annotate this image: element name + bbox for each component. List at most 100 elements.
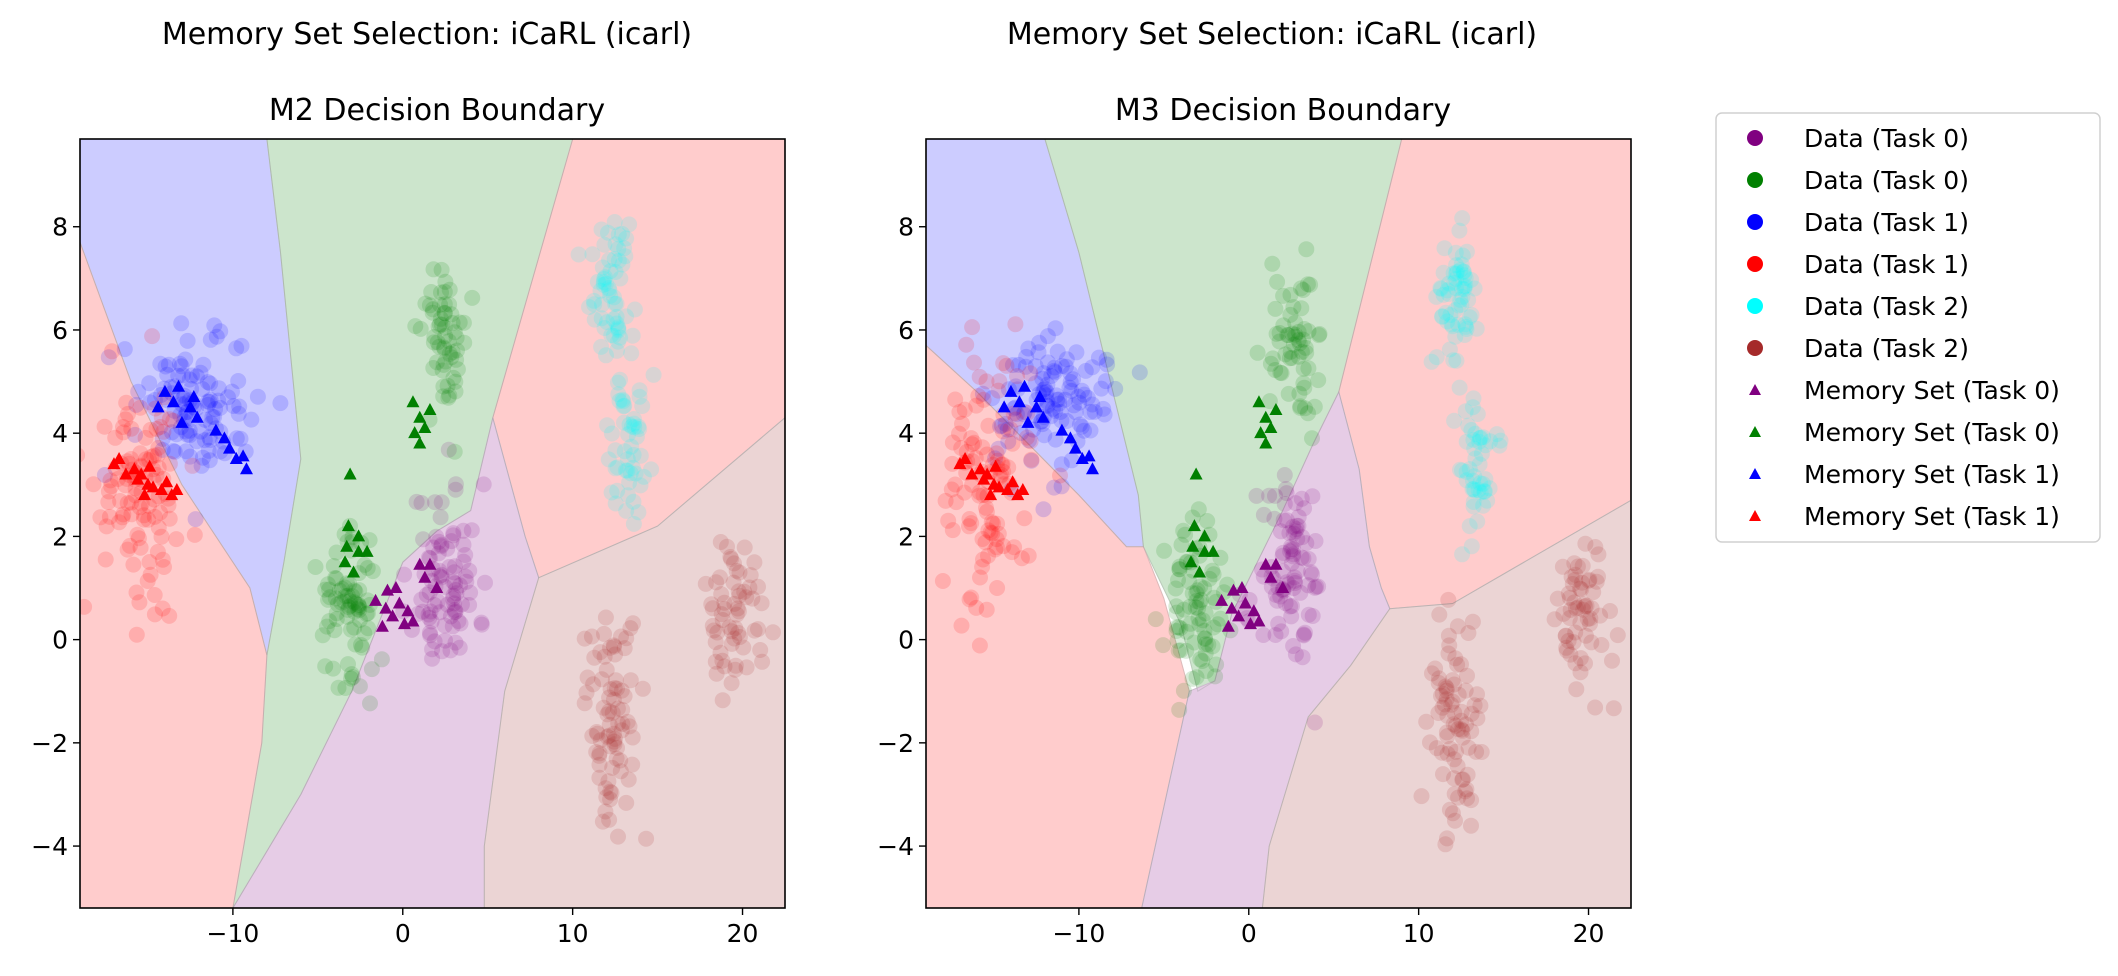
memory-point (418, 570, 432, 583)
data-point (1454, 771, 1471, 788)
data-point (1168, 598, 1185, 615)
data-point (605, 691, 622, 708)
data-point (634, 680, 651, 697)
memory-point (406, 614, 420, 627)
data-point (619, 462, 636, 479)
data-point (610, 828, 626, 845)
data-point (347, 595, 364, 612)
data-point (135, 511, 152, 528)
data-point (321, 581, 338, 598)
data-point (1447, 650, 1464, 667)
data-point (619, 713, 636, 730)
y-tick-label: 8 (52, 213, 68, 242)
data-point (426, 597, 443, 613)
data-point (714, 692, 731, 709)
data-point (1039, 354, 1056, 371)
data-point (1022, 433, 1039, 450)
data-point (1441, 637, 1458, 654)
memory-point (347, 565, 361, 578)
legend-label: Data (Task 0) (1804, 166, 1969, 195)
data-point (1005, 405, 1022, 422)
data-point (601, 811, 618, 828)
data-point (212, 399, 229, 416)
data-point (1450, 686, 1467, 703)
data-point (1446, 676, 1463, 693)
data-point (1302, 276, 1319, 293)
data-point (1582, 615, 1598, 632)
data-point (161, 455, 178, 472)
data-point (171, 355, 188, 372)
data-point (984, 390, 1001, 407)
data-point (974, 439, 991, 456)
memory-point (375, 619, 389, 632)
data-point (1428, 349, 1445, 366)
data-point (443, 349, 460, 366)
data-point (1010, 356, 1027, 373)
memory-point (222, 441, 236, 454)
data-point (1476, 483, 1493, 500)
data-point (953, 617, 970, 634)
data-point (1560, 632, 1577, 649)
data-point (612, 329, 629, 346)
data-point (314, 627, 331, 644)
data-point (638, 830, 655, 847)
data-point (1468, 743, 1485, 760)
data-point (987, 450, 1004, 467)
data-point (427, 494, 443, 511)
data-point (731, 587, 748, 604)
data-point (433, 316, 450, 333)
data-point (592, 732, 609, 749)
memory-point (172, 379, 186, 392)
data-point (623, 345, 640, 362)
data-point (1439, 745, 1456, 762)
data-point (621, 718, 638, 735)
data-point (631, 382, 648, 399)
data-point (102, 472, 119, 489)
data-point (1447, 812, 1463, 829)
memory-point (343, 467, 357, 480)
memory-point (965, 467, 979, 480)
data-point (139, 573, 156, 589)
data-point (1454, 771, 1471, 788)
data-point (1438, 680, 1455, 697)
data-point (1471, 433, 1488, 450)
memory-point (158, 384, 172, 397)
data-point (1298, 344, 1315, 361)
data-point (1277, 346, 1294, 363)
memory-point (190, 410, 204, 423)
data-point (980, 522, 997, 539)
data-point (716, 594, 733, 611)
data-point (1306, 398, 1323, 415)
data-point (220, 389, 236, 406)
data-point (1434, 308, 1451, 325)
data-point (1030, 344, 1047, 361)
data-point (1557, 627, 1574, 644)
data-point (1567, 624, 1584, 641)
data-point (623, 418, 640, 435)
data-point (320, 576, 336, 593)
data-point (596, 271, 613, 287)
data-point (97, 551, 114, 568)
data-point (321, 589, 338, 606)
data-point (1418, 713, 1435, 730)
decision-region-brown (483, 417, 785, 908)
data-point (1013, 550, 1030, 567)
data-point (1464, 481, 1481, 498)
data-point (346, 582, 363, 599)
data-point (1039, 398, 1056, 415)
data-point (1431, 670, 1447, 687)
data-point (615, 393, 632, 410)
data-point (1191, 616, 1208, 633)
data-point (600, 280, 617, 297)
data-point (1451, 222, 1468, 239)
data-point (444, 618, 461, 635)
decision-boundary (483, 417, 785, 908)
data-point (330, 679, 347, 696)
data-point (719, 538, 735, 555)
data-point (1262, 355, 1279, 372)
data-point (1009, 368, 1025, 385)
data-point (339, 601, 356, 618)
data-point (1436, 240, 1453, 257)
data-point (1292, 398, 1309, 415)
data-point (1294, 649, 1311, 666)
